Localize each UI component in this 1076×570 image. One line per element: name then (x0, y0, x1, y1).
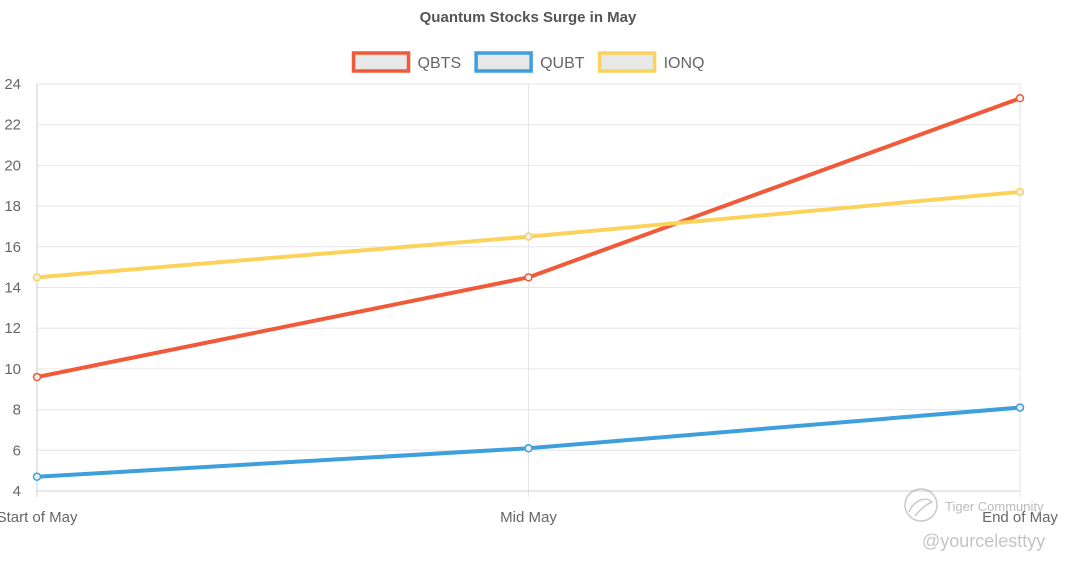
legend-swatch (351, 51, 411, 73)
legend-label: QUBT (540, 55, 585, 72)
y-tick-label: 10 (4, 361, 21, 378)
legend-item-ionq[interactable]: IONQ (597, 51, 705, 73)
x-tick-label: End of May (982, 509, 1058, 526)
data-point[interactable] (32, 273, 42, 282)
data-point[interactable] (32, 472, 42, 482)
series-qubt (32, 403, 1025, 482)
data-point[interactable] (524, 232, 533, 241)
y-tick-label: 6 (13, 442, 21, 459)
y-tick-label: 22 (4, 117, 21, 134)
y-tick-label: 24 (4, 76, 21, 93)
data-point[interactable] (524, 273, 533, 282)
legend-swatch (597, 51, 657, 73)
chart-title: Quantum Stocks Surge in May (420, 9, 637, 26)
grid (36, 83, 1021, 497)
series-qbts (32, 93, 1025, 382)
y-tick-label: 14 (4, 280, 21, 297)
x-tick-label: Start of May (0, 509, 78, 526)
legend-label: QBTS (418, 55, 462, 72)
data-point[interactable] (32, 372, 42, 382)
x-tick-label: Mid May (500, 509, 557, 526)
legend-label: IONQ (664, 55, 705, 72)
y-tick-label: 4 (13, 483, 21, 500)
axes: 4 6 8 10 12 14 16 18 20 22 24 Start of May Mid May En… (0, 76, 1058, 526)
y-tick-label: 18 (4, 198, 21, 215)
legend[interactable]: QBTS QUBT IONQ (351, 51, 705, 73)
data-point[interactable] (1015, 93, 1025, 103)
y-tick-label: 16 (4, 239, 21, 256)
legend-item-qbts[interactable]: QBTS (351, 51, 462, 73)
y-tick-label: 8 (13, 402, 21, 419)
y-tick-label: 20 (4, 157, 21, 174)
data-point[interactable] (1015, 403, 1025, 412)
series-group (32, 93, 1025, 482)
y-tick-label: 12 (4, 320, 21, 337)
legend-swatch (474, 51, 533, 73)
data-point[interactable] (524, 444, 533, 453)
series-ionq (32, 187, 1025, 282)
data-point[interactable] (1015, 187, 1025, 197)
legend-item-qubt[interactable]: QUBT (474, 51, 585, 73)
